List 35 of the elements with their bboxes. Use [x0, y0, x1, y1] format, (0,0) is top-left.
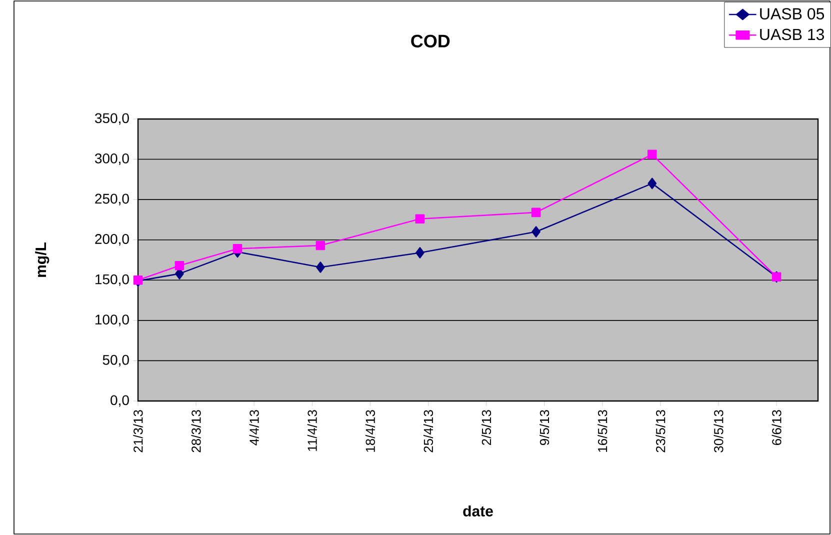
x-tick-label: 25/4/13 — [423, 410, 434, 452]
y-tick-label: 150,0 — [96, 274, 129, 286]
y-axis-title: mg/L — [35, 242, 50, 277]
x-tick-label: 11/4/13 — [307, 410, 317, 451]
x-tick-label: 4/4/13 — [249, 410, 259, 446]
point — [531, 208, 541, 218]
x-tick-label: 16/5/13 — [598, 410, 608, 452]
x-tick-label: 2/5/13 — [482, 410, 492, 445]
x-tick-label: 18/4/13 — [365, 410, 375, 452]
x-tick-label: 6/6/13 — [772, 410, 782, 445]
legend-label: UASB 05 — [760, 8, 824, 20]
x-tick-label: 28/3/13 — [191, 410, 201, 452]
x-tick-label: 21/3/13 — [133, 410, 143, 452]
y-tick-label: 50,0 — [102, 354, 129, 366]
point — [316, 262, 325, 273]
chart-title: COD — [411, 34, 450, 48]
point — [316, 240, 326, 250]
x-tick-label: 9/5/13 — [540, 410, 550, 446]
point — [416, 247, 424, 258]
y-tick-label: 100,0 — [96, 314, 129, 326]
legend-label: UASB 13 — [760, 28, 824, 40]
y-tick-label: 250,0 — [95, 194, 129, 206]
y-tick-label: 200,0 — [95, 234, 129, 246]
x-axis-title: date — [463, 505, 493, 516]
y-tick-label: 0,0 — [110, 395, 129, 407]
x-tick-label: 23/5/13 — [656, 410, 666, 452]
y-tick-label: 350,0 — [94, 113, 129, 125]
x-tick-label: 30/5/13 — [714, 410, 724, 452]
point — [232, 244, 242, 254]
point — [648, 178, 657, 190]
y-tick-label: 300,0 — [94, 153, 129, 166]
point — [532, 226, 540, 238]
point — [174, 260, 184, 270]
point — [415, 214, 425, 224]
point — [648, 150, 657, 160]
